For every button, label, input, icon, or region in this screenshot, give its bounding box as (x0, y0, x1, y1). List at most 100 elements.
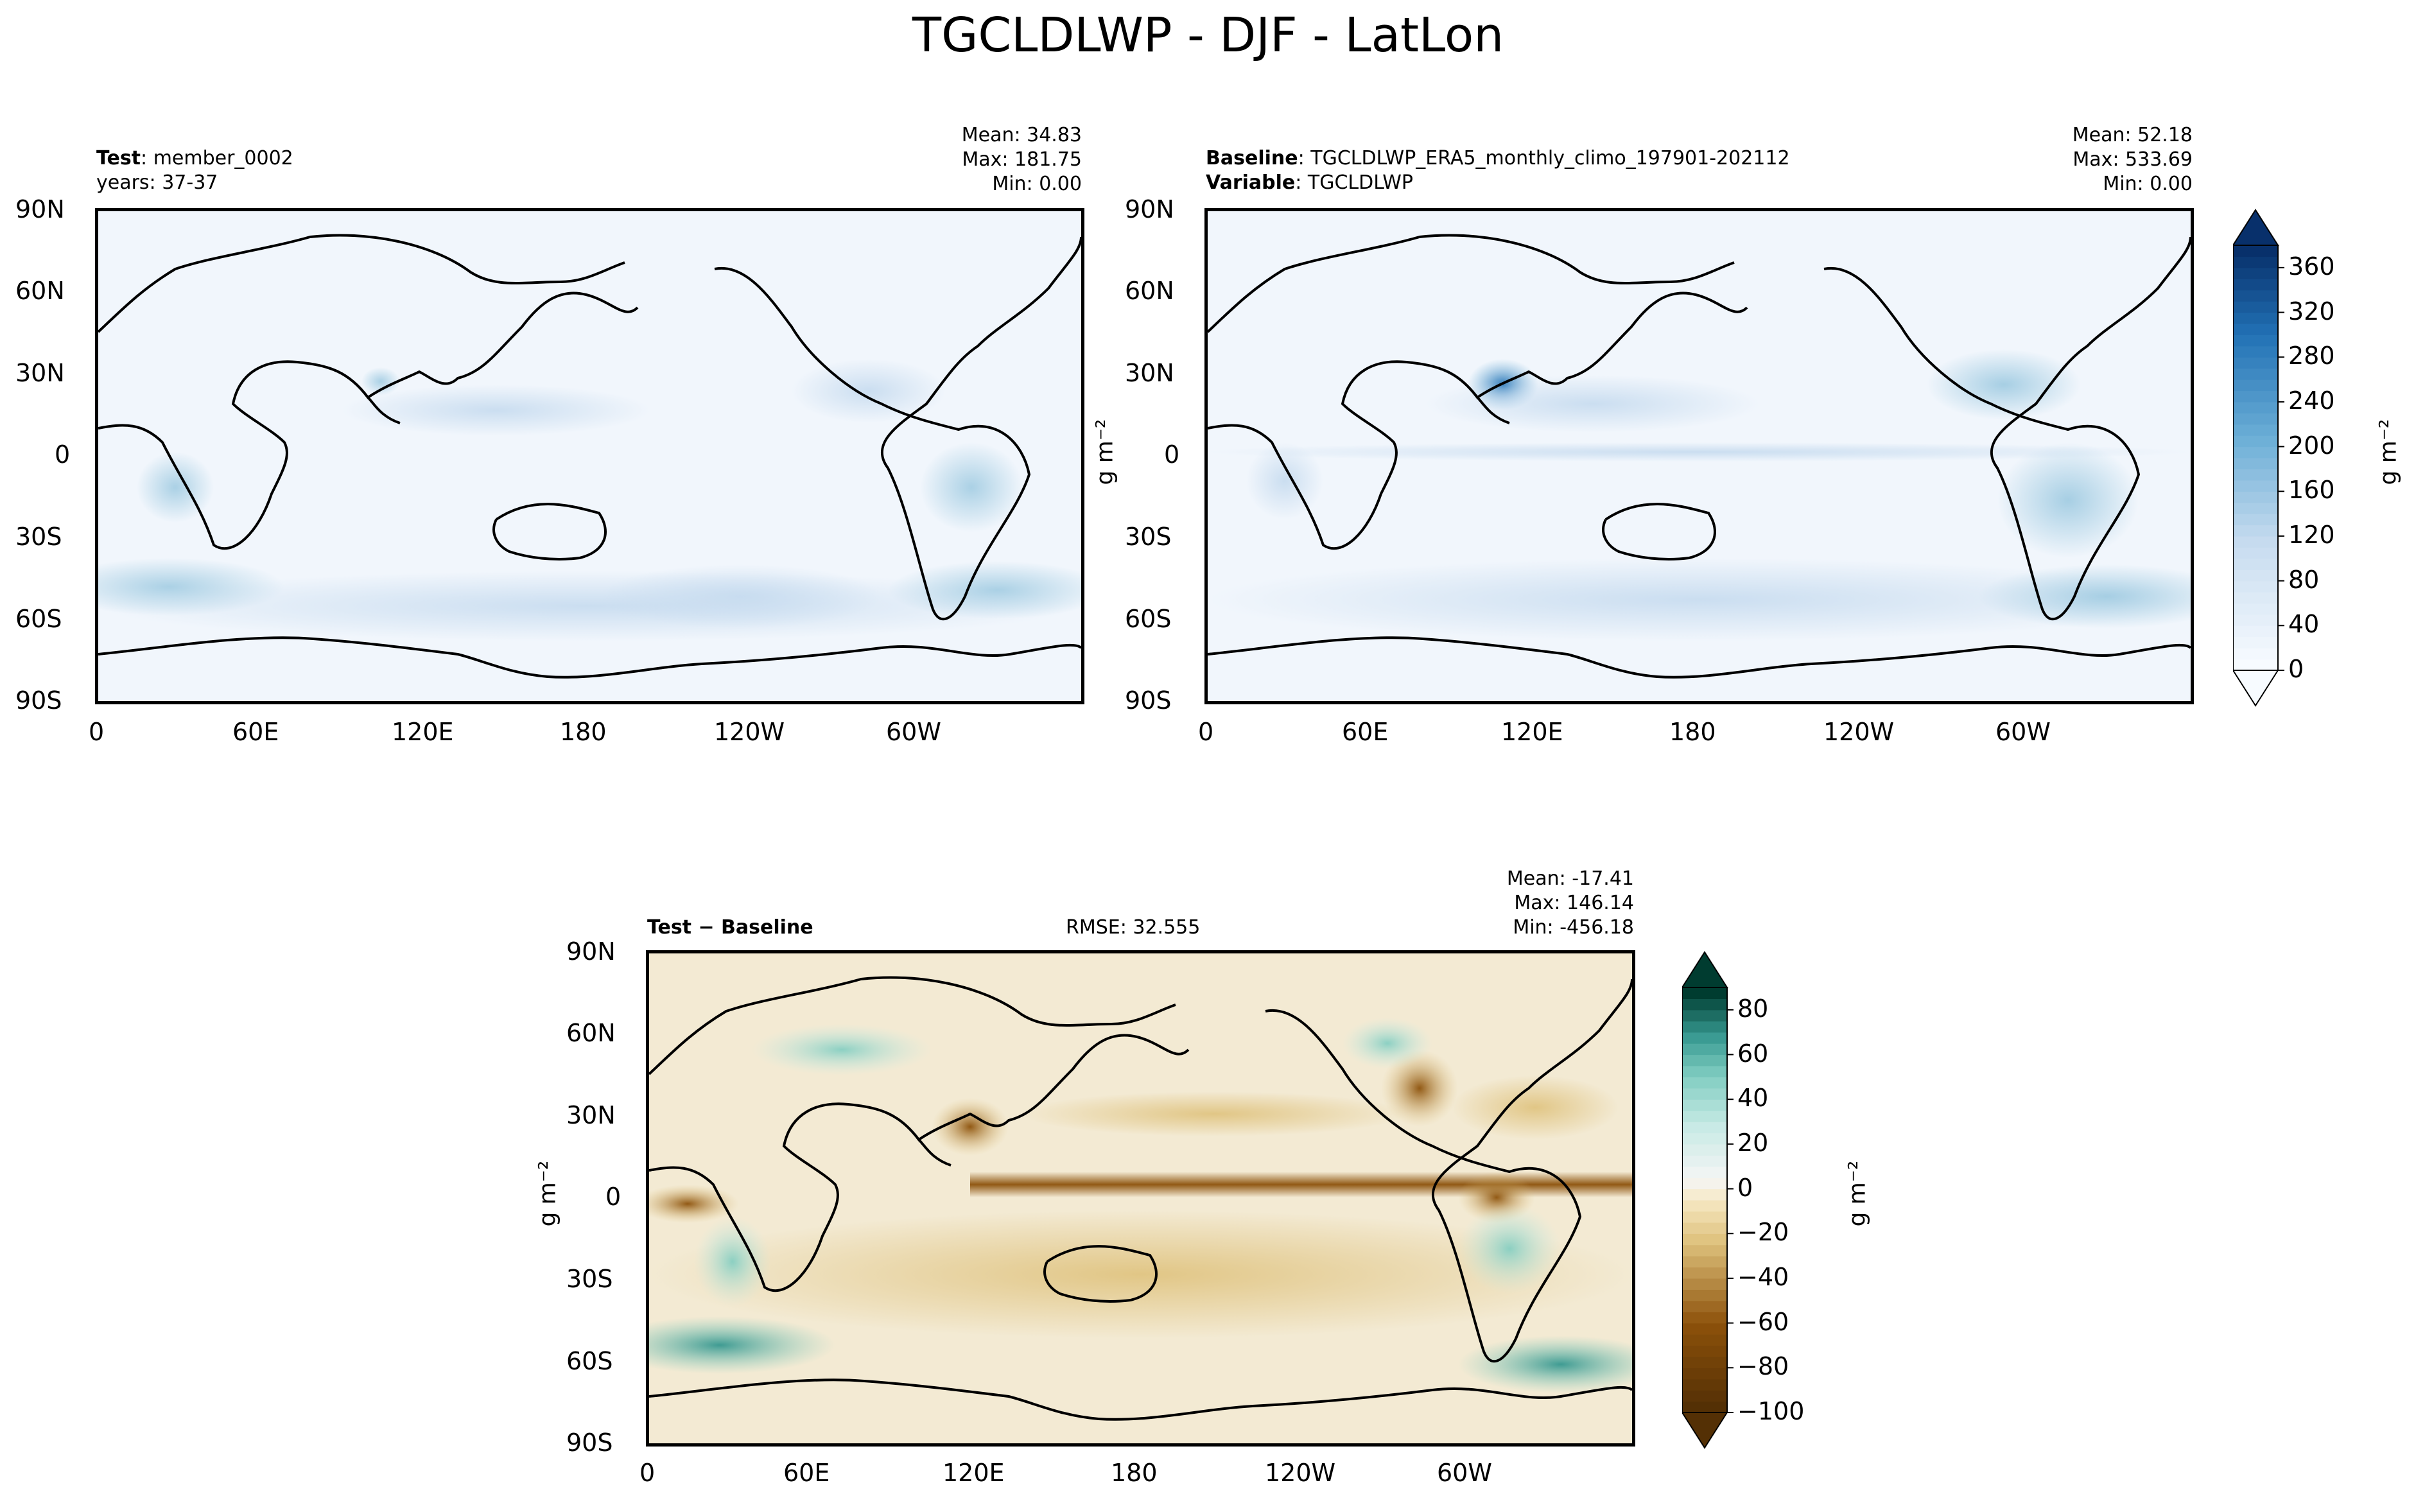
test-blob (888, 561, 1081, 619)
test-ytick: 30N (15, 359, 65, 387)
diff-colorbar-segment (1682, 1256, 1727, 1268)
baseline-ytick: 0 (1164, 440, 1180, 469)
diff-ylabel: g m⁻² (534, 1160, 561, 1227)
baseline-ylabel: g m⁻² (1091, 419, 1118, 485)
diff-map-field (649, 953, 1632, 1443)
diff-blob (752, 1024, 932, 1075)
diff-colorbar-tick-label: 80 (1737, 994, 1769, 1023)
blues-colorbar-segment (2233, 357, 2278, 369)
blues-colorbar-segment (2233, 491, 2278, 503)
test-ytick: 90S (15, 686, 62, 715)
baseline-blob (1246, 442, 1323, 519)
baseline-blob (1997, 442, 2139, 558)
diff-colorbar-tick-label: 0 (1737, 1173, 1753, 1202)
blues-colorbar-segment (2233, 368, 2278, 380)
blues-colorbar-segment (2233, 379, 2278, 392)
baseline-ytick: 90N (1125, 195, 1174, 223)
blues-colorbar-segment (2233, 401, 2278, 413)
test-stats: Mean: 34.83 Max: 181.75 Min: 0.00 (835, 123, 1082, 196)
diff-colorbar-segment (1682, 1054, 1727, 1066)
test-ytick: 60S (15, 605, 62, 633)
baseline-label: Baseline (1206, 147, 1298, 169)
baseline-map-field (1208, 211, 2191, 701)
diff-colorbar-segment (1682, 1312, 1727, 1324)
test-blob (137, 452, 214, 523)
diff-colorbar-segment (1682, 1177, 1727, 1190)
diff-colorbar-tick-label: 40 (1737, 1084, 1769, 1113)
baseline-xtick: 60W (1995, 718, 2051, 746)
blues-colorbar-segment (2233, 636, 2278, 648)
diff-colorbar-extend-max (1682, 951, 1728, 988)
baseline-min: Min: 0.00 (2103, 173, 2193, 195)
diff-colorbar-outline (1682, 987, 1728, 1413)
diff-colorbar-segment (1682, 1099, 1727, 1111)
blues-colorbar-segment (2233, 245, 2278, 257)
test-xtick: 60W (886, 718, 941, 746)
diff-blob (694, 1217, 771, 1307)
diff-stats: Mean: -17.41 Max: 146.14 Min: -456.18 (1387, 867, 1634, 940)
diff-colorbar (1682, 951, 1734, 1449)
blues-colorbar-tick-label: 160 (2288, 476, 2335, 505)
test-max: Max: 181.75 (962, 148, 1082, 171)
baseline-xtick: 60E (1342, 718, 1389, 746)
test-ytick: 30S (15, 523, 62, 551)
diff-colorbar-segment (1682, 1077, 1727, 1089)
diff-ytick: 90N (566, 937, 616, 966)
diff-colorbar-segment (1682, 1122, 1727, 1134)
diff-colorbar-segment (1682, 1345, 1727, 1357)
baseline-map (1204, 208, 2194, 704)
blues-colorbar (2233, 209, 2284, 707)
blues-colorbar-tick-label: 200 (2288, 431, 2335, 460)
baseline-xtick: 180 (1669, 718, 1716, 746)
baseline-sep: : (1298, 147, 1311, 169)
test-years: years: 37-37 (96, 171, 218, 194)
diff-colorbar-segment (1682, 1143, 1727, 1156)
diff-colorbar-segment (1682, 1368, 1727, 1380)
test-ytick: 90N (15, 195, 65, 223)
blues-colorbar-segment (2233, 480, 2278, 492)
test-blob (342, 385, 650, 436)
test-blob (792, 359, 946, 423)
test-label: Test (96, 147, 141, 169)
diff-blob (1021, 1091, 1407, 1136)
diff-colorbar-segment (1682, 1390, 1727, 1402)
blues-colorbar-segment (2233, 659, 2278, 671)
blues-colorbar-segment (2233, 301, 2278, 313)
diff-colorbar-segment (1682, 1188, 1727, 1201)
test-xtick: 60E (232, 718, 279, 746)
diff-colorbar-segment (1682, 1289, 1727, 1301)
test-blob (361, 367, 400, 395)
test-coastlines (98, 234, 1081, 679)
diff-colorbar-segment (1682, 987, 1727, 1000)
diff-xtick: 60W (1437, 1459, 1492, 1487)
baseline-xtick: 0 (1198, 718, 1214, 746)
diff-ytick: 30N (566, 1101, 616, 1129)
baseline-sep2: : (1295, 171, 1308, 194)
diff-ytick: 0 (605, 1183, 621, 1211)
blues-colorbar-extend-min (2233, 670, 2279, 707)
blues-colorbar-segment (2233, 603, 2278, 615)
diff-colorbar-segment (1682, 1088, 1727, 1100)
diff-blob (1452, 1075, 1619, 1140)
blues-colorbar-segment (2233, 435, 2278, 448)
baseline-blob (1927, 349, 2081, 420)
blues-colorbar-segment (2233, 535, 2278, 548)
diff-colorbar-segment (1682, 1278, 1727, 1290)
diff-colorbar-tick-label: 60 (1737, 1039, 1769, 1068)
baseline-header: Baseline: TGCLDLWP_ERA5_monthly_climo_19… (1206, 146, 1790, 195)
blues-colorbar-segment (2233, 446, 2278, 458)
blues-colorbar-segment (2233, 469, 2278, 481)
diff-max: Max: 146.14 (1514, 892, 1634, 914)
blues-colorbar-segment (2233, 547, 2278, 559)
diff-colorbar-segment (1682, 1378, 1727, 1391)
diff-colorbar-segment (1682, 1021, 1727, 1033)
blues-colorbar-tick-label: 320 (2288, 297, 2335, 326)
diff-ytick: 60S (566, 1347, 613, 1375)
baseline-blob (1426, 375, 1760, 433)
diff-colorbar-segment (1682, 1222, 1727, 1234)
test-ytick: 0 (55, 440, 71, 469)
diff-colorbar-segment (1682, 1065, 1727, 1077)
diff-colorbar-segment (1682, 1211, 1727, 1223)
diff-blob (649, 1185, 739, 1223)
diff-colorbar-tick-label: −100 (1737, 1397, 1805, 1425)
